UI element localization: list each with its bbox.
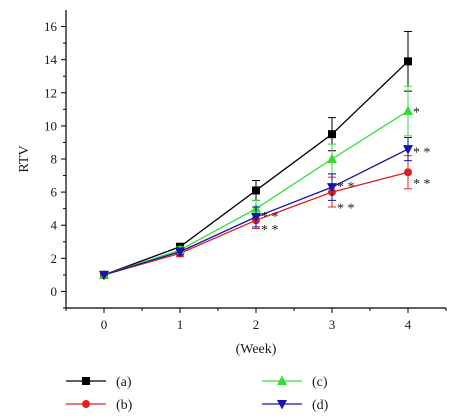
- legend-label: (d): [312, 398, 329, 413]
- significance-mark: * *: [413, 177, 431, 192]
- legend-marker: [82, 377, 90, 385]
- legend-label: (c): [312, 375, 328, 390]
- legend-item: (d): [262, 398, 329, 413]
- y-axis-title: RTV: [17, 145, 32, 172]
- annotations: * ** ** ** *** ** *: [261, 106, 431, 239]
- legend-item: (c): [262, 375, 328, 390]
- significance-mark: * *: [337, 202, 355, 217]
- data-point: [404, 168, 412, 177]
- series-line: [103, 60, 409, 276]
- y-tick-label: 4: [51, 218, 58, 233]
- significance-mark: *: [413, 106, 420, 121]
- y-tick-label: 10: [44, 118, 57, 133]
- y-tick-label: 8: [51, 152, 58, 167]
- data-point: [403, 105, 413, 115]
- legend-marker: [277, 375, 287, 385]
- series-layer: [99, 31, 413, 281]
- legend-item: (b): [66, 398, 133, 413]
- x-tick-label: 3: [329, 317, 336, 332]
- x-axis-title: (Week): [236, 342, 277, 357]
- y-tick-label: 16: [44, 19, 58, 34]
- x-tick-label: 1: [177, 317, 184, 332]
- legend-label: (b): [116, 398, 133, 413]
- data-point: [328, 130, 336, 139]
- legend-marker: [277, 400, 287, 410]
- y-tick-label: 2: [51, 251, 58, 266]
- significance-mark: * *: [261, 223, 279, 238]
- data-point: [327, 153, 337, 163]
- data-point: [404, 57, 412, 66]
- x-tick-label: 0: [101, 317, 108, 332]
- legend-label: (a): [116, 375, 132, 390]
- data-point: [327, 183, 337, 193]
- data-point: [99, 270, 109, 281]
- data-point: [251, 212, 261, 223]
- y-tick-label: 0: [51, 284, 58, 299]
- series-0: [100, 31, 412, 279]
- y-tick-label: 6: [51, 185, 58, 200]
- y-tick-label: 14: [44, 52, 58, 67]
- data-point: [403, 145, 413, 155]
- legend-marker: [82, 400, 90, 408]
- significance-mark: * *: [337, 180, 355, 195]
- x-tick-label: 2: [253, 317, 260, 332]
- data-point: [252, 186, 260, 195]
- significance-mark: * *: [413, 145, 431, 160]
- y-tick-label: 12: [44, 85, 57, 100]
- series-3: [99, 136, 413, 281]
- x-tick-label: 4: [405, 317, 412, 332]
- legend-item: (a): [66, 375, 132, 390]
- significance-mark: * *: [261, 210, 279, 225]
- data-point: [175, 247, 185, 258]
- legend: (a) (b) (c) (d): [66, 375, 329, 413]
